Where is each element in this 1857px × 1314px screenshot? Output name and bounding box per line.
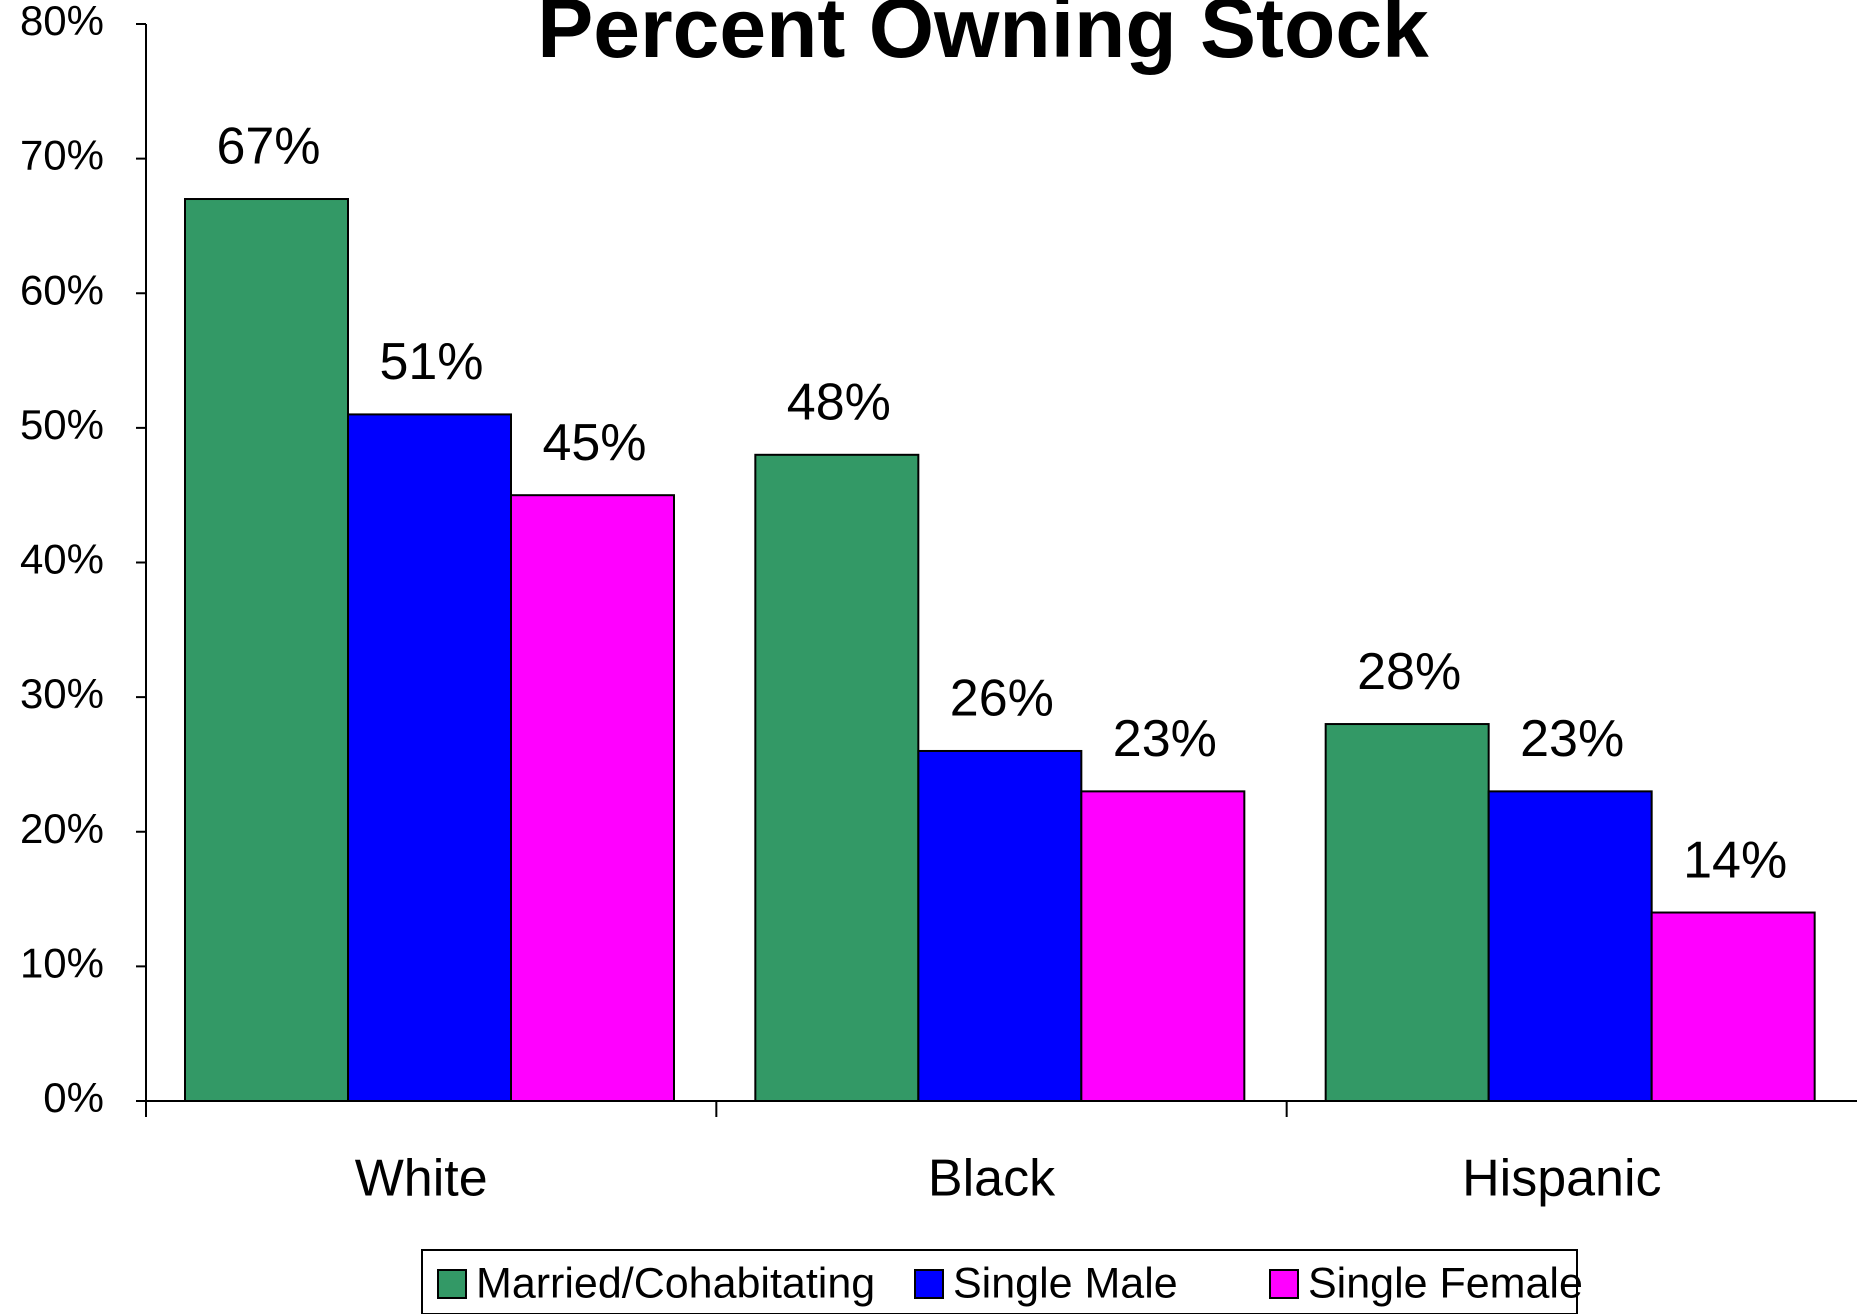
legend-label: Married/Cohabitating: [476, 1259, 875, 1307]
y-tick-label: 70%: [20, 132, 104, 179]
bar: [1650, 911, 1816, 1103]
legend-swatch: [437, 1269, 467, 1299]
x-tick-label: White: [355, 1150, 488, 1208]
y-tick-label: 50%: [20, 401, 104, 448]
legend-label: Single Female: [1308, 1259, 1583, 1307]
legend-label: Single Male: [953, 1259, 1178, 1307]
bar: [754, 453, 920, 1102]
bar: [1080, 790, 1246, 1102]
data-label: 26%: [950, 670, 1054, 728]
legend-swatch: [914, 1269, 944, 1299]
y-tick-label: 60%: [20, 266, 104, 313]
data-label: 51%: [379, 333, 483, 391]
y-tick-label: 40%: [20, 536, 104, 583]
bar: [1487, 790, 1653, 1102]
y-tick-label: 30%: [20, 670, 104, 717]
y-tick-label: 0%: [43, 1074, 104, 1121]
chart-title: Percent Owning Stock: [537, 0, 1429, 75]
bar: [1324, 723, 1490, 1102]
bar: [510, 494, 675, 1102]
data-label: 67%: [216, 118, 320, 176]
data-label: 28%: [1357, 643, 1461, 701]
data-label: 23%: [1113, 710, 1217, 768]
bar: [184, 198, 349, 1102]
legend-box: [421, 1249, 1578, 1314]
x-tick-label: Hispanic: [1462, 1150, 1661, 1208]
y-tick-label: 80%: [20, 0, 104, 44]
x-tick-label: Black: [928, 1150, 1056, 1208]
data-label: 14%: [1683, 831, 1787, 889]
bar: [917, 749, 1083, 1102]
legend-swatch: [1269, 1269, 1299, 1299]
data-label: 45%: [542, 414, 646, 472]
data-label: 23%: [1520, 710, 1624, 768]
y-tick-label: 20%: [20, 805, 104, 852]
y-tick-label: 10%: [20, 939, 104, 986]
bar: [347, 413, 512, 1103]
data-label: 48%: [787, 374, 891, 432]
